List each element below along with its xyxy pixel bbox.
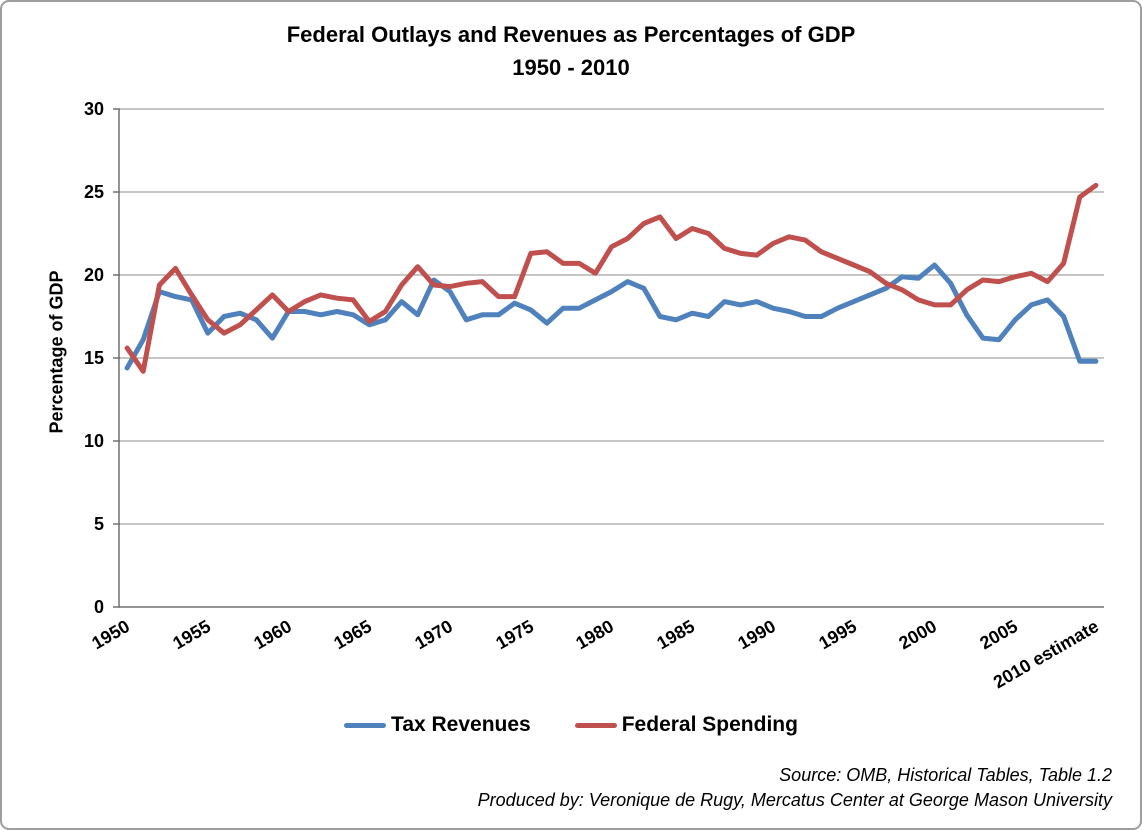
y-tick-label: 30	[83, 99, 104, 119]
y-tick-label: 20	[83, 265, 104, 285]
legend-item-tax-revenues: Tax Revenues	[344, 713, 531, 737]
y-tick-label: 10	[83, 431, 104, 451]
y-tick-label: 5	[93, 514, 104, 534]
y-tick-label: 15	[83, 348, 104, 368]
legend-line-swatch-red	[574, 722, 617, 728]
footer: Source: OMB, Historical Tables, Table 1.…	[478, 763, 1112, 813]
legend-line-swatch-blue	[344, 722, 387, 728]
federal-spending-line	[124, 182, 1099, 374]
chart-title: Federal Outlays and Revenues as Percenta…	[286, 22, 856, 47]
y-tick-label: 0	[93, 597, 104, 617]
footer-produced-by: Produced by: Veronique de Rugy, Mercatus…	[477, 790, 1112, 810]
legend-label-federal-spending: Federal Spending	[621, 713, 798, 736]
tax-revenues-line	[124, 262, 1099, 371]
chart-subtitle: 1950 - 2010	[512, 55, 630, 80]
footer-source: Source: OMB, Historical Tables, Table 1.…	[779, 765, 1112, 785]
legend-label-tax-revenues: Tax Revenues	[391, 713, 531, 736]
y-tick-label: 25	[83, 182, 104, 202]
legend-item-federal-spending: Federal Spending	[574, 713, 798, 737]
legend: Tax Revenues Federal Spending	[2, 713, 1140, 737]
